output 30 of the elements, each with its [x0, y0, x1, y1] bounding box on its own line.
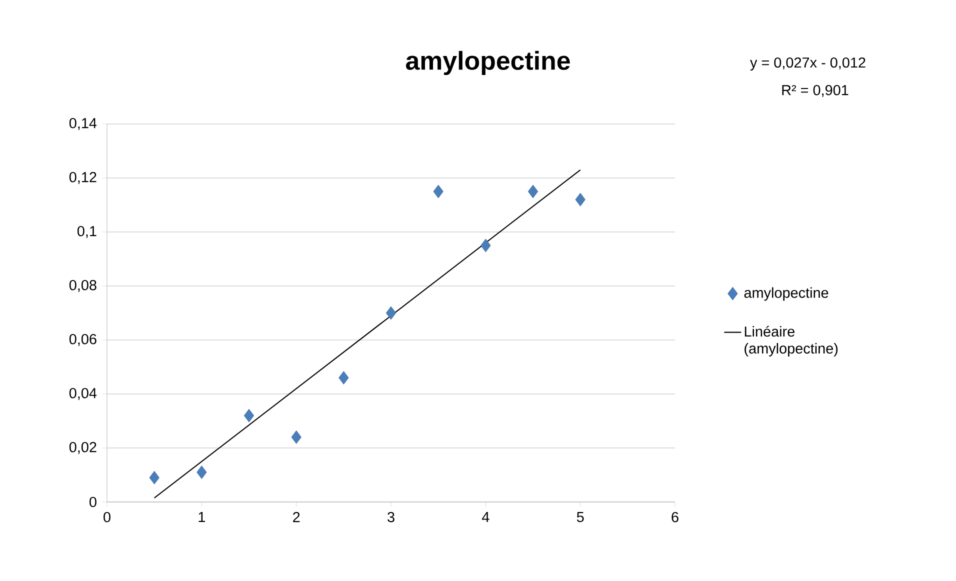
- point: [149, 470, 160, 484]
- y-tick-label: 0: [90, 496, 96, 508]
- point: [386, 306, 396, 320]
- x-tick-label: 1: [198, 512, 205, 522]
- legend-label: Linéaire (amylopectine): [744, 326, 838, 356]
- point: [291, 430, 302, 444]
- x-tick-label: 3: [388, 512, 394, 522]
- chart-title: amylopectine: [406, 50, 570, 76]
- y-tick-label: 0,04: [69, 388, 97, 400]
- point: [480, 238, 491, 252]
- y-tick-label: 0,06: [69, 334, 96, 346]
- y-tick-label: 0,08: [69, 280, 96, 292]
- x-tick-label: 5: [576, 512, 584, 522]
- point: [528, 184, 538, 198]
- y-tick-label: 0,1: [77, 226, 96, 238]
- point: [196, 466, 207, 479]
- y-tick-label: 0,14: [69, 118, 97, 130]
- legend-label: amylopectine: [744, 287, 828, 301]
- x-tick-label: 2: [293, 512, 300, 522]
- point: [244, 408, 254, 422]
- x-tick-label: 6: [672, 512, 678, 522]
- point: [575, 192, 586, 206]
- x-tick-label: 0: [104, 512, 110, 522]
- x-tick-label: 4: [482, 512, 490, 522]
- y-tick-label: 0,12: [69, 172, 96, 184]
- text: R² = 0,901: [782, 85, 848, 97]
- point: [433, 184, 444, 198]
- text: y = 0,027x - 0,012: [750, 57, 866, 71]
- point: [338, 371, 349, 384]
- y-tick-label: 0,02: [69, 442, 96, 454]
